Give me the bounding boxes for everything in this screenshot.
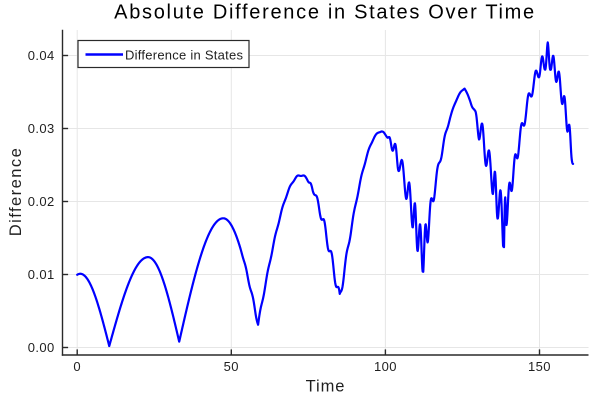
svg-text:150: 150 [528, 359, 551, 374]
svg-text:0.03: 0.03 [28, 121, 55, 136]
svg-text:Absolute Difference in States: Absolute Difference in States Over Time [114, 2, 536, 24]
svg-text:Difference in States: Difference in States [125, 48, 243, 63]
svg-text:0: 0 [73, 359, 81, 374]
svg-text:50: 50 [224, 359, 239, 374]
svg-text:0.04: 0.04 [28, 48, 55, 63]
svg-text:0.00: 0.00 [28, 340, 55, 355]
svg-text:Difference: Difference [7, 147, 25, 236]
svg-text:0.01: 0.01 [28, 267, 55, 282]
svg-text:100: 100 [374, 359, 397, 374]
svg-text:Time: Time [306, 378, 346, 396]
svg-text:0.02: 0.02 [28, 194, 55, 209]
